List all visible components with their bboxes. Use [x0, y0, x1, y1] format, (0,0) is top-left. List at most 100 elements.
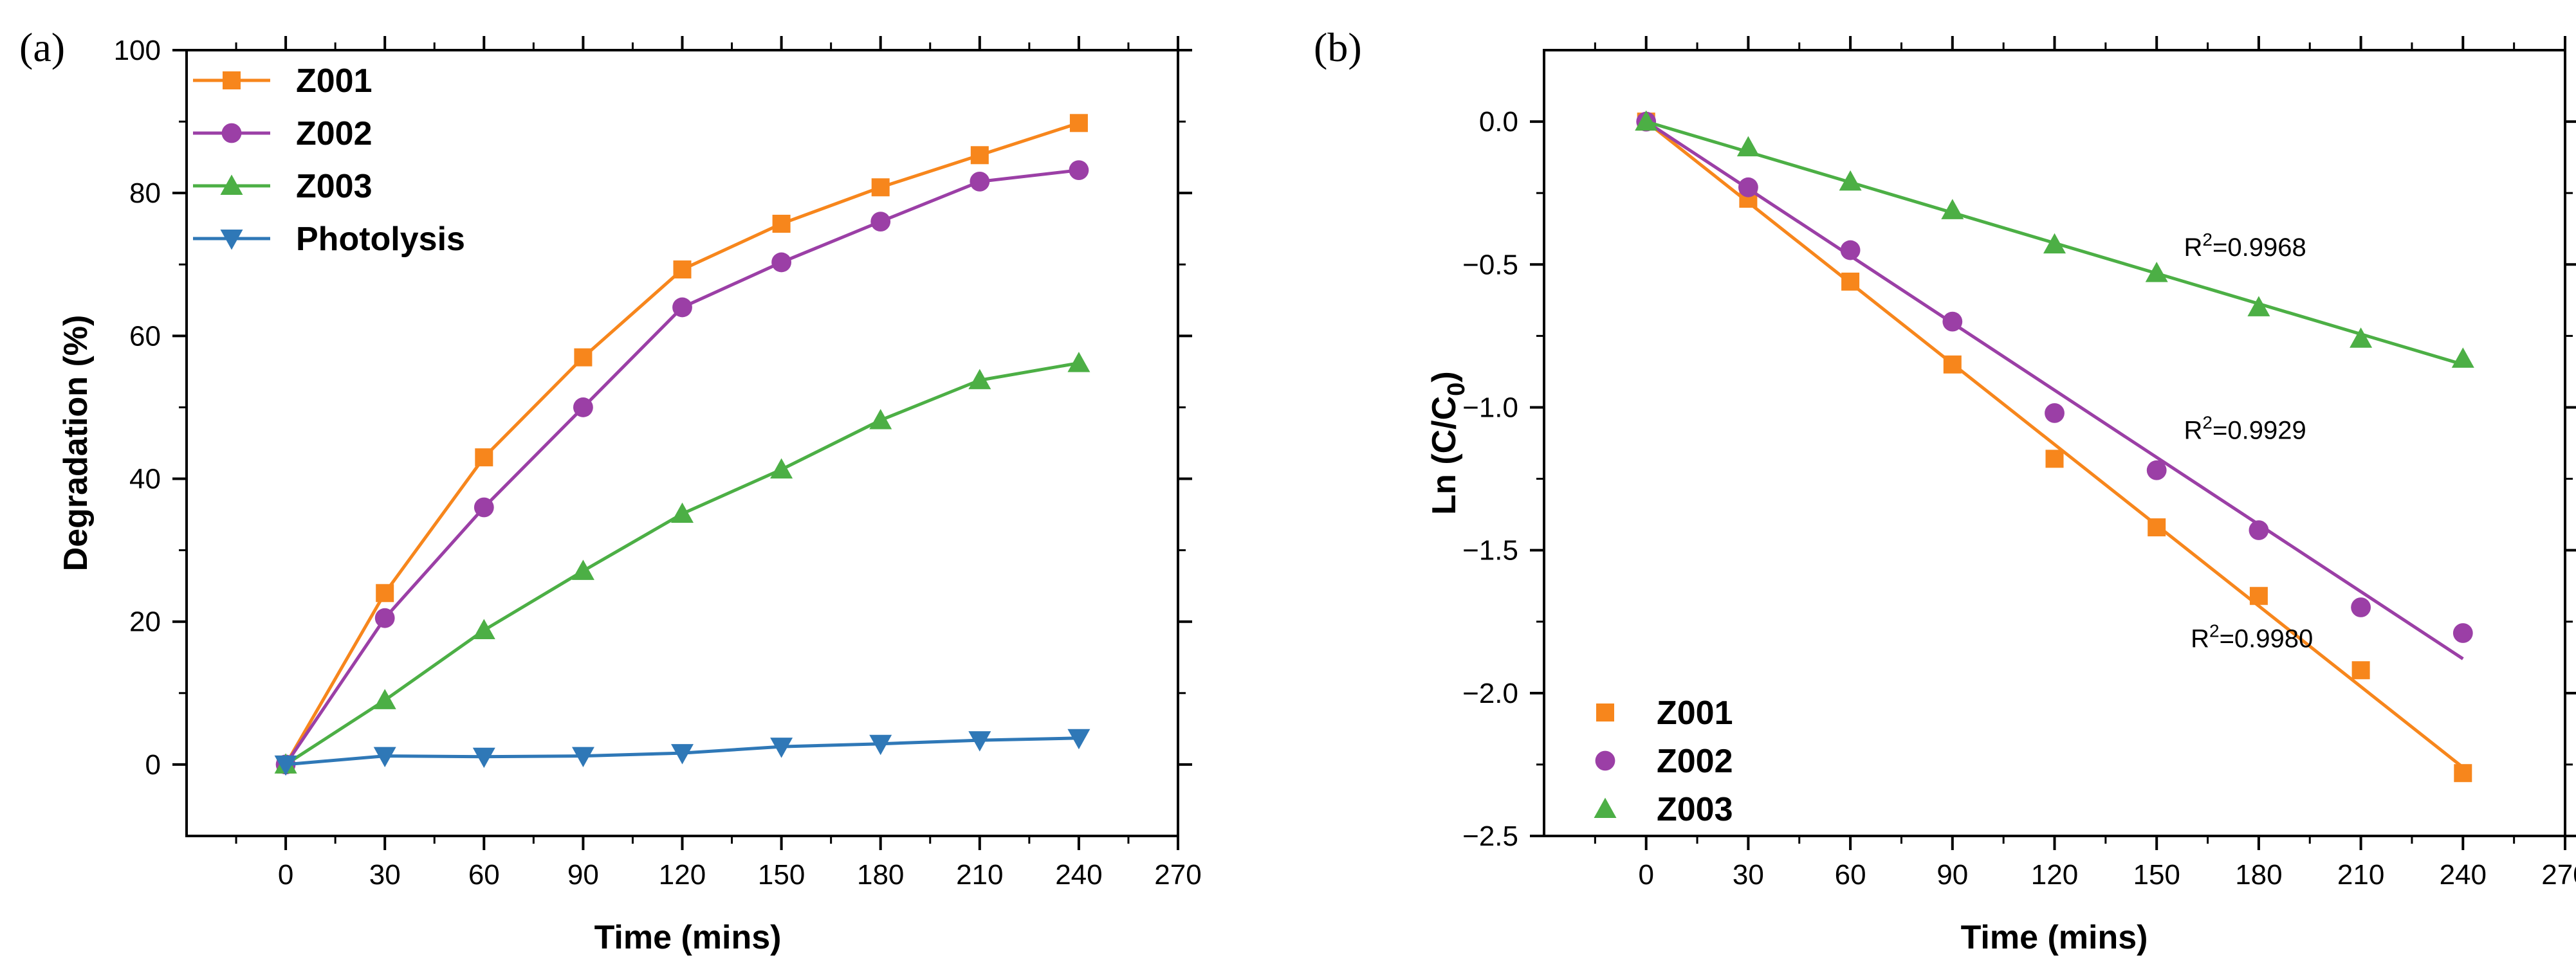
panel-a-point-z001	[376, 584, 394, 603]
panel-b-series-z003	[1635, 110, 2474, 368]
panel-b-legend-marker	[1596, 703, 1614, 721]
panel-b-point-z003	[2145, 262, 2168, 282]
panel-b-r2-annotation: R2=0.9980	[2191, 621, 2313, 653]
panel-a-point-z002	[970, 172, 990, 192]
panel-b-legend-marker	[1595, 750, 1615, 771]
panel-a-point-z003	[1067, 352, 1090, 372]
panel-a-point-z003	[770, 458, 793, 479]
panel-a-point-z003	[671, 502, 694, 523]
panel-a-point-photolysis	[373, 747, 396, 768]
panel-a-point-photolysis	[274, 755, 297, 776]
panel-a-point-z001	[574, 348, 593, 367]
panel-b-point-z001	[2249, 586, 2268, 605]
panel-b-x-tick-label: 60	[1835, 859, 1866, 891]
panel-a-x-tick-label: 90	[567, 859, 599, 891]
panel-a-y-tick-label: 40	[129, 464, 161, 495]
panel-b-x-tick-label: 210	[2337, 859, 2384, 891]
panel-b-x-tick-label: 120	[2031, 859, 2078, 891]
panel-a-point-z001	[1069, 114, 1088, 132]
panel-a-series-photolysis	[274, 729, 1090, 776]
panel-a-x-tick-label: 240	[1055, 859, 1102, 891]
panel-b-point-z002	[1840, 240, 1861, 260]
panel-a-point-z001	[475, 448, 493, 467]
panel-b-y-axis-title: Ln (C/C0)	[1426, 371, 1470, 514]
panel-b-legend-marker	[1594, 797, 1617, 818]
panel-a-line-z001	[284, 121, 1080, 766]
panel-b-x-tick-label: 0	[1638, 859, 1653, 891]
panel-a-y-tick-label: 0	[145, 749, 161, 781]
panel-a-point-z003	[968, 368, 991, 390]
panel-b-point-z002	[2146, 460, 2167, 480]
panel-a-point-photolysis	[472, 747, 495, 768]
panel-a-x-tick-label: 270	[1154, 859, 1201, 891]
panel-a-legend-label: Z003	[296, 168, 373, 205]
panel-a-point-z002	[474, 497, 494, 518]
panel-a-x-tick-label: 120	[659, 859, 706, 891]
panel-a-legend-label: Z002	[296, 115, 373, 152]
panel-b-r2-annotation: R2=0.9929	[2184, 412, 2306, 444]
panel-b-point-z003	[1941, 199, 1964, 219]
panel-a-point-photolysis	[671, 744, 694, 765]
panel-b-point-z003	[2043, 233, 2066, 254]
panel-a-point-z003	[373, 689, 396, 709]
panel-a-point-photolysis	[1067, 729, 1090, 750]
panel-b-series-z001	[1637, 113, 2472, 783]
panel-b-point-z002	[2045, 403, 2065, 423]
panel-a-series-z003	[274, 352, 1090, 774]
panel-b-y-tick-label: −1.5	[1462, 535, 1518, 567]
panel-b-point-z003	[2350, 327, 2373, 348]
panel-a-point-z002	[374, 608, 395, 628]
panel-a-y-tick-label: 60	[129, 320, 161, 352]
panel-b-legend-label: Z003	[1657, 791, 1733, 828]
panel-b-r2-annotation: R2=0.9968	[2184, 230, 2306, 262]
panel-b-legend-label: Z001	[1657, 694, 1733, 732]
panel-a-point-z002	[870, 212, 891, 232]
panel-b-fit-line-z002	[1645, 120, 2464, 660]
panel-b-point-z001	[2454, 764, 2472, 783]
panel-a-chart: (a) 0 30 60 90 120 150 180 210 240 270 0 20 40 60 80 10…	[19, 24, 1202, 956]
panel-a-point-z001	[772, 214, 791, 233]
panel-b-point-z003	[1736, 136, 1760, 157]
panel-b-x-tick-label: 270	[2541, 859, 2576, 891]
panel-a-legend-marker	[220, 174, 243, 195]
panel-b-legend-label: Z002	[1657, 743, 1733, 780]
panel-a-point-z002	[672, 297, 692, 318]
panel-b-legend: Z001 Z002 Z003	[1594, 694, 1733, 828]
panel-a-point-photolysis	[571, 747, 594, 768]
panel-a-point-z001	[970, 146, 989, 165]
panel-a-point-z001	[871, 178, 890, 197]
panel-b-series-z002	[1636, 111, 2473, 660]
panel-b-point-z001	[2045, 449, 2064, 468]
panel-b-point-z003	[1635, 110, 1658, 131]
panel-a-y-tick-label: 20	[129, 606, 161, 638]
panel-a-point-z002	[1069, 160, 1089, 181]
panel-a-x-tick-label: 60	[468, 859, 500, 891]
panel-b-y-tick-label: −2.0	[1462, 678, 1518, 709]
panel-a-legend-marker	[220, 230, 243, 250]
panel-b-point-z003	[1839, 170, 1862, 191]
panel-b-point-z001	[1841, 272, 1860, 291]
panel-a-x-axis-title: Time (mins)	[594, 919, 782, 956]
panel-a-line-z002	[284, 168, 1080, 766]
panel-a-point-photolysis	[869, 734, 892, 756]
panel-a-y-tick-label: 80	[129, 177, 161, 209]
panel-b-point-z003	[2247, 296, 2270, 316]
panel-b-x-tick-label: 30	[1733, 859, 1764, 891]
panel-a-legend: Z001 Z002 Z003 Photolysis	[193, 62, 465, 258]
panel-b-x-tick-label: 150	[2133, 859, 2180, 891]
panel-a-point-z003	[869, 408, 892, 430]
panel-b-x-axis-title: Time (mins)	[1961, 919, 2148, 956]
panel-b-x-tick-label: 180	[2235, 859, 2282, 891]
panel-a-y-tick-label: 100	[114, 35, 161, 66]
panel-a-point-photolysis	[770, 738, 793, 758]
panel-b-chart: (b) 0 30 60 90 120 150 180 210 240 270 0.0 −0.5 −1.0…	[1314, 24, 2576, 956]
panel-b-label: (b)	[1314, 24, 1362, 70]
panel-a-point-z001	[673, 260, 692, 279]
panel-b-point-z001	[2351, 661, 2370, 680]
panel-b-x-tick-label: 90	[1937, 859, 1968, 891]
panel-a-y-axis-title: Degradation (%)	[57, 315, 95, 572]
panel-b-point-z002	[2452, 623, 2473, 643]
panel-a-point-photolysis	[968, 731, 991, 752]
panel-b-x-tick-label: 240	[2440, 859, 2487, 891]
